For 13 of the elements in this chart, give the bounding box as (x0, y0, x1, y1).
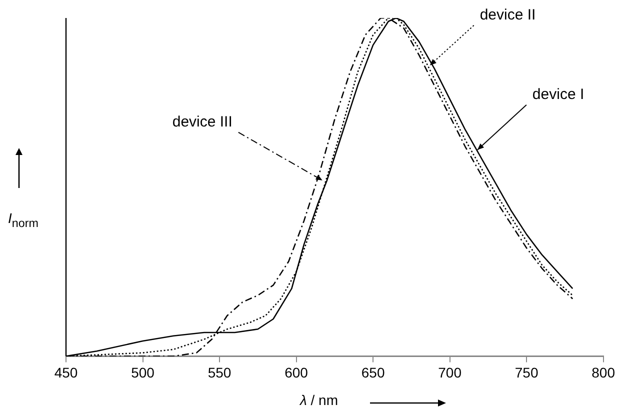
x-tick-label: 450 (54, 364, 78, 380)
x-tick-label: 750 (514, 364, 538, 380)
annotation: device I (532, 86, 584, 104)
x-tick-label: 550 (208, 364, 232, 380)
annotation: device III (172, 113, 232, 130)
annotation: device II (480, 6, 536, 24)
x-tick-label: 650 (361, 364, 385, 380)
x-tick-label: 600 (284, 364, 308, 380)
x-axis-title: λ / nm (300, 392, 338, 408)
x-tick-label: 800 (592, 364, 616, 380)
x-tick-label: 500 (131, 364, 155, 380)
y-axis-title: I$_{norm}$ (8, 210, 38, 230)
x-tick-label: 700 (438, 364, 462, 380)
